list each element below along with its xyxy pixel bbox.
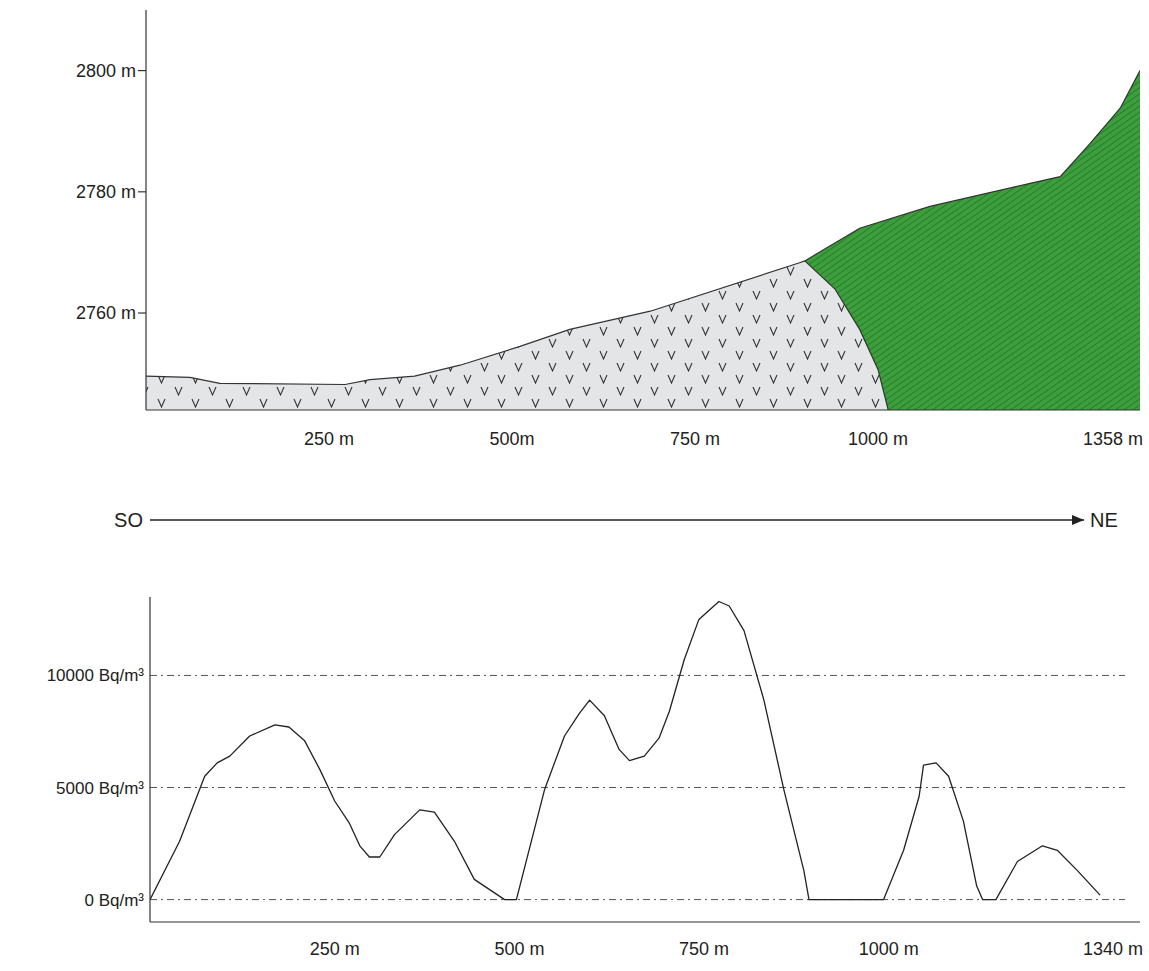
unit-boundary — [805, 261, 888, 410]
x-axis — [150, 921, 1140, 922]
grid-line — [150, 899, 1125, 900]
direction-label: NE — [1090, 509, 1118, 531]
x-tick-label: 1000 m — [848, 429, 908, 449]
y-tick — [138, 312, 146, 313]
y-tick-label: 10000 Bq/m³ — [47, 666, 145, 685]
x-tick-label: 250 m — [304, 429, 354, 449]
y-tick-label: 0 Bq/m³ — [84, 891, 144, 910]
y-tick-label: 2760 m — [76, 303, 136, 323]
plot-area — [146, 71, 1140, 410]
grid-line — [150, 675, 1125, 676]
y-tick-label: 5000 Bq/m³ — [56, 779, 144, 798]
radon-line — [150, 602, 1100, 900]
x-axis — [146, 410, 1140, 411]
x-tick-label: 750 m — [679, 939, 729, 959]
figure: 2760 m 2780 m 2800 m 250 m 500m 750 m 1000 m 13… — [0, 0, 1149, 971]
direction-arrow — [150, 519, 1084, 520]
y-axis — [149, 597, 150, 922]
x-tick-label: 750 m — [670, 429, 720, 449]
y-tick — [138, 70, 146, 71]
y-tick-label: 2800 m — [76, 61, 136, 81]
x-tick-label: 500m — [489, 429, 534, 449]
x-tick-label: 500 m — [494, 939, 544, 959]
grey-unit — [146, 261, 888, 410]
arrow-head — [1072, 515, 1084, 525]
x-tick-label: 1000 m — [859, 939, 919, 959]
x-tick-label: 250 m — [310, 939, 360, 959]
x-tick-label: 1340 m — [1083, 939, 1143, 959]
green-unit — [805, 71, 1140, 410]
direction-label: SO — [114, 509, 143, 531]
surface-line — [146, 71, 1140, 385]
y-axis — [145, 10, 146, 410]
x-tick-label: 1358 m — [1083, 429, 1143, 449]
y-tick-label: 2780 m — [76, 182, 136, 202]
grid-line — [150, 787, 1125, 788]
plot-area — [150, 602, 1100, 900]
y-tick — [138, 191, 146, 192]
